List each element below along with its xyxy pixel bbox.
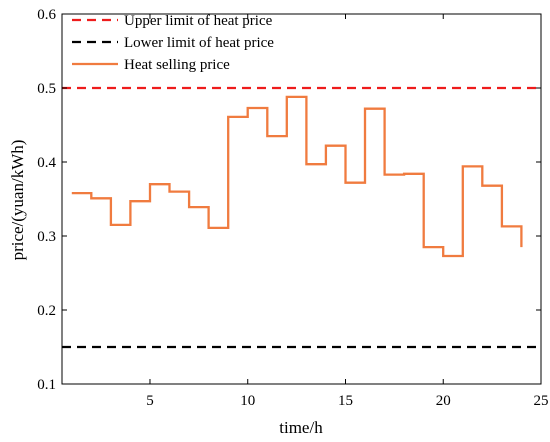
- y-tick-label: 0.4: [37, 155, 56, 171]
- x-tick-label: 5: [146, 393, 154, 409]
- y-axis-title: price/(yuan/kWh): [8, 140, 27, 261]
- legend-entry-upper-limit: Upper limit of heat price: [72, 13, 273, 29]
- x-tick-label: 15: [338, 393, 353, 409]
- x-axis-title: time/h: [279, 418, 323, 437]
- axes-layer: 5 10 15 20 25 0.1 0.2 0.3 0.4 0.5 0.6: [37, 7, 548, 409]
- series-layer: [62, 86, 541, 349]
- plot-area: [62, 14, 541, 384]
- legend-label: Heat selling price: [124, 57, 230, 73]
- legend: Upper limit of heat price Lower limit of …: [72, 13, 274, 73]
- series-line-heat-selling-price: [71, 95, 523, 258]
- x-tick-label: 20: [436, 393, 451, 409]
- legend-label: Upper limit of heat price: [124, 13, 273, 29]
- legend-entry-heat-selling-price: Heat selling price: [72, 57, 230, 73]
- y-tick-label: 0.5: [37, 81, 56, 97]
- legend-entry-lower-limit: Lower limit of heat price: [72, 35, 274, 51]
- x-tick-label: 25: [534, 393, 549, 409]
- x-tick-label: 10: [240, 393, 255, 409]
- legend-label: Lower limit of heat price: [124, 35, 274, 51]
- axes-frame: [61, 13, 542, 385]
- y-tick-label: 0.6: [37, 7, 56, 23]
- y-tick-label: 0.3: [37, 229, 56, 245]
- y-tick-label: 0.2: [37, 303, 56, 319]
- y-tick-label: 0.1: [37, 377, 56, 393]
- plot-background: [62, 14, 541, 384]
